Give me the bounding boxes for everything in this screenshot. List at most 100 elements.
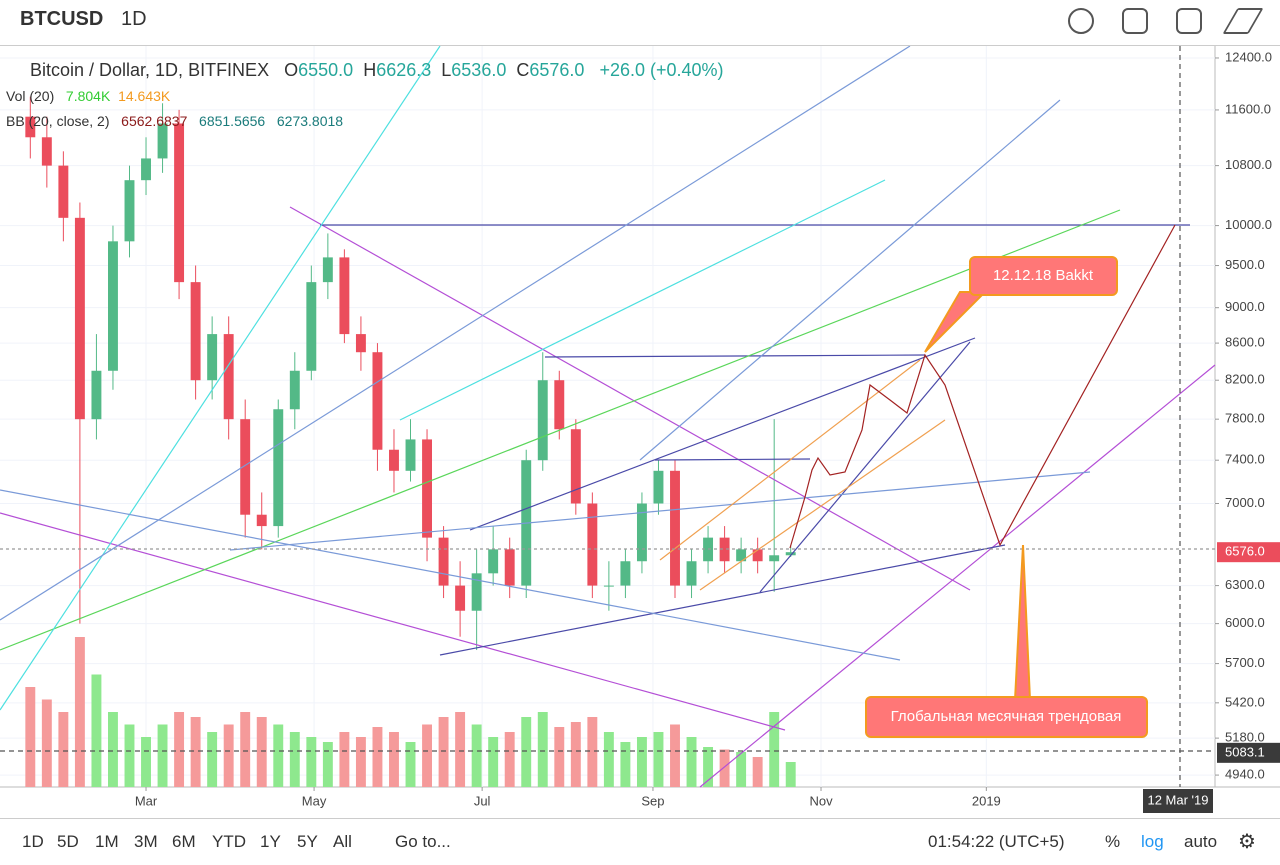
y-tick-label: 10800.0 <box>1225 157 1272 172</box>
legend-key: H <box>363 60 377 80</box>
candle-body <box>74 217 85 420</box>
candle-body <box>620 561 631 586</box>
y-tick-label: 5700.0 <box>1225 655 1265 670</box>
candle-body <box>108 241 118 371</box>
volume-bar <box>240 712 251 787</box>
x-tick-label: May <box>302 793 327 808</box>
trend-line <box>544 354 926 358</box>
volume-bar <box>455 712 466 787</box>
candle-body <box>273 409 284 527</box>
interval[interactable]: 1D <box>121 8 147 30</box>
forecast-arrows <box>789 224 1176 549</box>
indicators-icon[interactable] <box>1122 8 1148 34</box>
range-button[interactable]: 6M <box>172 832 196 851</box>
range-button[interactable]: 3M <box>134 832 158 851</box>
volume-bar <box>504 732 515 787</box>
price-label-box <box>1217 542 1280 563</box>
indicator-value: 6851.5656 <box>199 113 266 129</box>
volume-bar <box>488 737 499 787</box>
callout-text: 12.12.18 Bakkt <box>993 267 1094 284</box>
lock-icon[interactable] <box>1176 8 1202 34</box>
callout: 12.12.18 Bakkt Глобальная месячная тренд… <box>865 256 1148 738</box>
y-tick-label: 4940.0 <box>1225 767 1265 782</box>
candle-body <box>41 137 52 166</box>
candle-body <box>471 573 482 611</box>
candle-body <box>554 380 565 430</box>
volume-bar <box>372 727 383 787</box>
candle-body <box>124 180 135 242</box>
drawings <box>0 46 1216 788</box>
volume-bar <box>108 712 118 787</box>
volume-bar <box>752 757 763 787</box>
auto-toggle[interactable]: auto <box>1184 832 1218 851</box>
candle-body <box>719 537 730 562</box>
trend-line <box>0 512 786 731</box>
candle-body <box>339 257 350 335</box>
y-tick-label: 5420.0 <box>1225 694 1265 709</box>
volume-bar <box>620 742 631 787</box>
trend-line <box>699 364 1216 788</box>
range-button[interactable]: 5D <box>57 832 79 851</box>
volume-bar <box>256 717 267 787</box>
trend-line <box>229 471 1091 551</box>
candle-body <box>157 123 168 159</box>
candle-body <box>653 470 664 504</box>
candle-body <box>455 585 466 611</box>
volume-bar <box>719 749 730 787</box>
candle-body <box>405 439 416 471</box>
volume-bar <box>58 712 69 787</box>
volume-bar <box>306 737 317 787</box>
clock: 01:54:22 (UTC+5) <box>928 832 1065 851</box>
range-button[interactable]: All <box>333 832 352 851</box>
range-button[interactable]: YTD <box>212 832 246 851</box>
x-tick-label: Nov <box>809 793 833 808</box>
volume-bar <box>554 727 565 787</box>
y-tick-label: 7400.0 <box>1225 452 1265 467</box>
candle-body <box>207 334 218 381</box>
volume-bar <box>91 674 102 787</box>
goto[interactable]: Go to... <box>395 832 451 851</box>
alert-icon[interactable] <box>1068 8 1094 34</box>
y-tick-label: 8200.0 <box>1225 372 1265 387</box>
volume-bar <box>322 742 333 787</box>
percent-toggle[interactable]: % <box>1105 832 1121 851</box>
volume-bar <box>636 737 647 787</box>
range-button[interactable]: 1D <box>22 832 44 851</box>
legend-value: 6536.0 <box>451 60 507 80</box>
candle-body <box>355 334 366 353</box>
settings-icon[interactable]: ⚙ <box>1238 831 1256 853</box>
bottom-toolbar: Go to... 01:54:22 (UTC+5) % log auto ⚙ 1… <box>0 818 1280 865</box>
symbol[interactable]: BTCUSD <box>20 8 104 30</box>
crosshair-box <box>1143 789 1213 813</box>
volume-bar <box>521 717 532 787</box>
y-tick-label: 7800.0 <box>1225 411 1265 426</box>
volume-bar <box>686 737 697 787</box>
range-button[interactable]: 5Y <box>297 832 318 851</box>
candle-body <box>25 116 36 138</box>
candle-body <box>190 282 201 381</box>
trend-line <box>699 419 946 591</box>
volume-bar <box>422 724 432 787</box>
callout-box <box>969 256 1118 296</box>
trend-line <box>469 337 976 531</box>
range-button[interactable]: 1M <box>95 832 119 851</box>
trend-line <box>0 46 911 621</box>
candle-body <box>322 257 333 283</box>
volume-bar <box>670 724 680 787</box>
volume-bar <box>355 737 366 787</box>
volume-legend: Vol (20) 7.804K 14.643K <box>6 88 170 104</box>
candle-body <box>256 514 267 527</box>
legend-key: L <box>441 60 452 80</box>
range-button[interactable]: 1Y <box>260 832 281 851</box>
legend-key: C <box>516 60 530 80</box>
candle-body <box>504 549 515 586</box>
candle-body <box>603 585 614 587</box>
log-toggle[interactable]: log <box>1141 832 1164 851</box>
y-tick-label: 9000.0 <box>1225 299 1265 314</box>
candle-body <box>570 429 581 504</box>
indicator-value: 6273.8018 <box>276 113 344 129</box>
volume-bar <box>736 752 747 787</box>
draw-icon[interactable] <box>1222 8 1264 34</box>
x-tick-label: 2019 <box>972 793 1001 808</box>
volume-bar <box>157 724 168 787</box>
